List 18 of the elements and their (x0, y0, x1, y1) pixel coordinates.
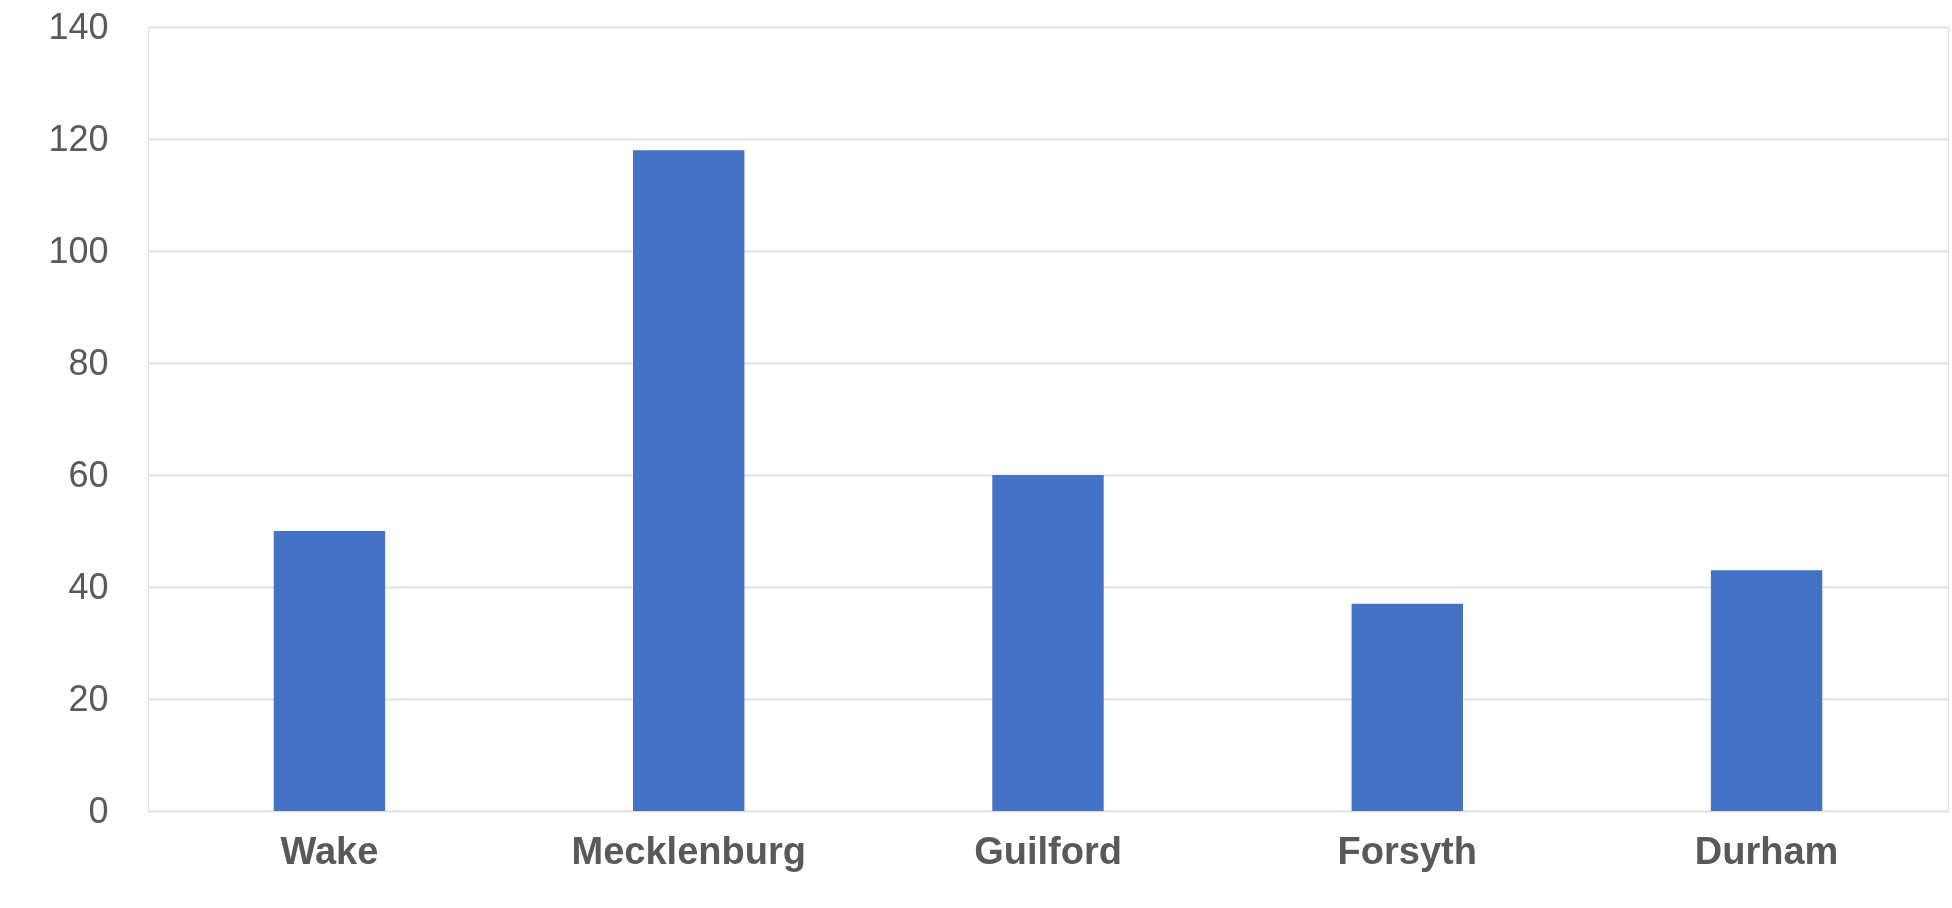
y-tick-label: 60 (68, 453, 109, 495)
y-tick-label: 40 (68, 565, 109, 607)
x-tick-label: Mecklenburg (571, 829, 806, 872)
y-tick-label: 80 (68, 341, 109, 383)
y-tick-label: 120 (48, 117, 109, 159)
x-tick-label: Wake (280, 829, 379, 872)
bar (1351, 603, 1463, 811)
x-tick-label: Durham (1694, 829, 1839, 872)
bar (992, 475, 1104, 811)
x-tick-label: Guilford (974, 829, 1122, 872)
y-tick-label: 100 (48, 229, 109, 271)
y-tick-label: 140 (48, 5, 109, 47)
bar (633, 150, 745, 811)
bar (273, 531, 386, 811)
bar (1710, 570, 1823, 811)
x-tick-label: Forsyth (1337, 829, 1477, 872)
y-tick-label: 0 (88, 789, 109, 831)
y-tick-label: 20 (68, 677, 109, 719)
